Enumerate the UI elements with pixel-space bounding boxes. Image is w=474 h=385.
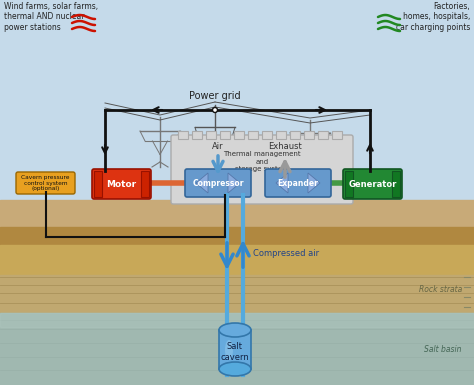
Text: Exhaust: Exhaust	[268, 142, 302, 151]
Text: Salt basin: Salt basin	[425, 345, 462, 355]
Bar	[0, 313, 474, 327]
FancyBboxPatch shape	[92, 169, 151, 199]
Bar	[234, 131, 244, 139]
Polygon shape	[308, 173, 320, 193]
Bar	[0, 313, 474, 385]
Bar	[206, 131, 216, 139]
Text: Generator: Generator	[348, 179, 397, 189]
Bar	[0, 275, 474, 313]
Bar	[345, 171, 353, 197]
Bar	[141, 171, 149, 197]
Bar	[318, 131, 328, 139]
Text: Factories,
homes, hospitals,
car charging points: Factories, homes, hospitals, car chargin…	[396, 2, 470, 32]
Bar	[0, 245, 474, 275]
FancyBboxPatch shape	[343, 169, 402, 199]
Polygon shape	[196, 173, 208, 193]
Text: Thermal management
and
storage system: Thermal management and storage system	[223, 151, 301, 172]
Bar	[0, 0, 474, 200]
Bar	[262, 131, 272, 139]
Bar	[0, 227, 474, 245]
Bar	[248, 131, 258, 139]
Bar	[332, 131, 342, 139]
Bar	[220, 131, 230, 139]
Bar	[276, 131, 286, 139]
Text: Motor: Motor	[107, 179, 137, 189]
Bar	[94, 171, 102, 197]
Ellipse shape	[219, 362, 251, 376]
Ellipse shape	[219, 323, 251, 337]
Bar	[0, 200, 474, 227]
Polygon shape	[228, 173, 240, 193]
FancyBboxPatch shape	[171, 135, 353, 204]
Bar	[192, 131, 202, 139]
FancyBboxPatch shape	[16, 172, 75, 194]
Bar	[219, 330, 251, 369]
Bar	[178, 131, 188, 139]
Text: Salt
cavern: Salt cavern	[220, 342, 249, 362]
Text: Rock strata: Rock strata	[419, 286, 462, 295]
Text: Wind farms, solar farms,
thermal AND nuclear
power stations: Wind farms, solar farms, thermal AND nuc…	[4, 2, 98, 32]
Text: Compressed air: Compressed air	[253, 248, 319, 258]
FancyBboxPatch shape	[265, 169, 331, 197]
Text: Cavern pressure
control system
(optional): Cavern pressure control system (optional…	[21, 175, 70, 191]
Bar	[392, 171, 400, 197]
Text: Compressor: Compressor	[192, 179, 244, 187]
Bar	[290, 131, 300, 139]
Text: Air: Air	[212, 142, 224, 151]
Text: Expander: Expander	[278, 179, 319, 187]
Bar	[304, 131, 314, 139]
Ellipse shape	[225, 340, 233, 360]
Ellipse shape	[212, 107, 218, 112]
FancyBboxPatch shape	[185, 169, 251, 197]
Polygon shape	[276, 173, 288, 193]
Text: Power grid: Power grid	[189, 91, 241, 101]
